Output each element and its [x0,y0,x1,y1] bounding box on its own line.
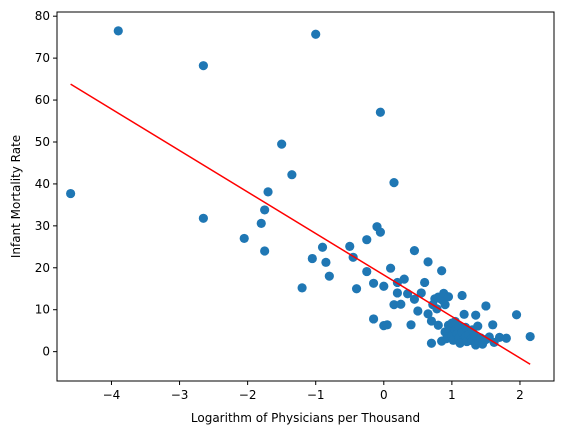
data-point [362,235,372,245]
data-point [368,278,379,288]
x-tick-label: −3 [171,388,189,402]
data-point [443,292,454,302]
axes-frame [56,11,555,382]
data-point [423,309,433,319]
data-point [379,281,389,291]
data-point [375,227,385,237]
data-point [362,266,372,277]
data-point [260,205,270,215]
data-point [317,242,328,252]
data-point [416,288,426,298]
data-point [396,299,406,309]
data-point [399,274,409,284]
data-point [426,316,437,326]
data-point [440,300,450,310]
data-point [426,338,437,348]
data-point [473,321,483,331]
data-point [198,213,208,223]
data-point [239,233,249,244]
data-point [277,139,287,149]
data-point [368,314,379,324]
data-point [501,333,511,343]
y-tick-label: 30 [35,219,50,233]
data-point [324,271,334,281]
y-axis-label: Infant Mortality Rate [9,135,23,258]
data-point [321,257,331,267]
y-tick-label: 10 [35,303,50,317]
x-tick-label: 1 [448,388,456,402]
x-axis-ticks: −4 −3 −2 −1 0 1 2 [103,381,524,402]
data-point [481,301,491,311]
data-point [345,241,355,251]
y-tick-label: 20 [35,261,50,275]
y-tick-label: 70 [35,51,50,65]
data-point [409,245,420,256]
data-point [351,284,362,294]
data-point [382,320,392,330]
x-tick-label: −1 [307,388,325,402]
data-point [494,332,505,342]
data-point [66,188,76,199]
data-point [311,29,321,39]
scatter-points [66,26,535,350]
y-tick-label: 50 [35,135,50,149]
data-point [389,178,399,188]
data-point [297,283,307,293]
x-axis-label: Logarithm of Physicians per Thousand [191,411,420,425]
data-point [287,170,297,180]
data-point [386,263,396,273]
data-point [406,320,416,330]
data-point [420,277,430,288]
data-point [525,331,535,342]
y-tick-label: 60 [35,93,50,107]
data-point [457,290,467,301]
data-point [389,300,399,310]
x-tick-label: −2 [239,388,257,402]
data-point [263,187,273,197]
data-point [409,294,420,304]
data-point [511,310,522,320]
y-tick-label: 80 [35,9,50,23]
x-tick-label: 2 [516,388,524,402]
data-point [413,306,423,316]
trend-line [70,83,531,365]
data-point [459,309,469,319]
trend-line-layer [70,83,531,365]
data-point [392,288,403,298]
data-point [488,320,498,330]
x-tick-label: −4 [103,388,121,402]
data-point [471,310,481,320]
data-point [423,257,433,267]
data-point [113,26,123,36]
data-point [256,218,266,228]
data-point [433,320,443,330]
y-axis-ticks: 0 10 20 30 40 50 60 70 80 [35,9,57,359]
data-point [375,107,385,117]
data-point [198,61,208,71]
data-point [260,246,270,256]
y-tick-label: 40 [35,177,50,191]
y-tick-label: 0 [42,345,50,359]
data-point [437,266,447,276]
data-point [307,253,317,264]
x-tick-label: 0 [380,388,388,402]
